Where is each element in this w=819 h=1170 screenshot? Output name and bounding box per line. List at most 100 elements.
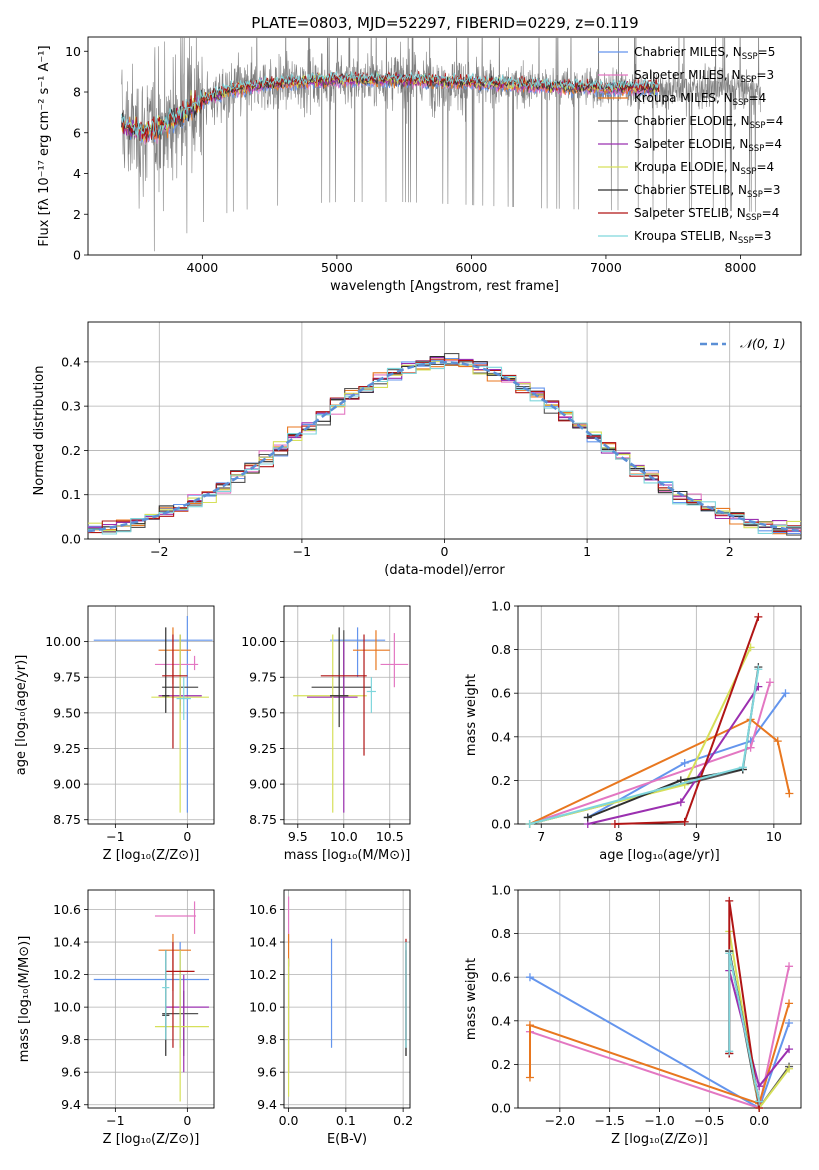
- y-tick-label: 0.4: [491, 1013, 511, 1028]
- y-tick-label: 0.4: [61, 354, 81, 369]
- legend-label-main: Kroupa ELODIE, N: [634, 160, 741, 174]
- weight-marker: [785, 1045, 794, 1054]
- y-tick-label: 9.75: [53, 670, 81, 685]
- cross-kroupa-miles: [352, 630, 390, 671]
- axes-frame: [87, 605, 215, 825]
- panel-weight-vs-age: 7 8 9 10 0.0 0.2 0.4 0.6 0.8 1.0 age [log₁₀(age/yr…: [464, 599, 802, 863]
- weight-line-kroupa-stelib: [728, 953, 761, 1102]
- legend-label: Chabrier STELIB, NSSP=3: [634, 183, 781, 200]
- y-tick-label: 0.8: [491, 926, 511, 941]
- legend-label-sub: SSP: [746, 213, 762, 223]
- x-tick-label: −1: [106, 829, 124, 844]
- y-tick-label: 10.2: [249, 967, 277, 982]
- cross-kroupa-elodie: [154, 950, 209, 1102]
- legend-label: Salpeter STELIB, NSSP=4: [634, 206, 779, 223]
- x-tick-label: −2: [150, 544, 168, 559]
- y-tick-label: 10.6: [53, 902, 81, 917]
- weight-marker: [676, 798, 685, 807]
- y-tick-label: 9.50: [53, 705, 81, 720]
- y-tick-label: 0.0: [491, 1101, 511, 1116]
- legend-label: Salpeter MILES, NSSP=3: [634, 68, 774, 85]
- panel-mass-vs-ebv: 0.0 0.1 0.2 9.4 9.6 9.8 10.0 10.2 10.4 10.6 E(B-V): [249, 889, 413, 1147]
- weight-marker: [781, 689, 790, 698]
- legend-label-value: =4: [766, 114, 784, 128]
- weight-marker: [746, 743, 755, 752]
- x-tick-label: 0.2: [393, 1113, 413, 1128]
- axes-frame: [283, 605, 411, 825]
- x-tick-label: 0.0: [749, 1113, 769, 1128]
- x-axis-label: E(B-V): [327, 1132, 367, 1147]
- cross-chabrier-elodie: [311, 630, 372, 713]
- y-axis-label: Flux [fλ 10⁻¹⁷ erg cm⁻² s⁻¹ A⁻¹]: [37, 45, 52, 246]
- cross-kroupa-elodie: [151, 634, 209, 813]
- y-tick-label: 9.4: [61, 1097, 81, 1112]
- weight-marker: [765, 678, 774, 687]
- cross-salpeter-miles: [154, 901, 196, 934]
- y-tick-label: 10.00: [45, 634, 81, 649]
- x-axis-label: Z [log₁₀(Z/Z⊙)]: [103, 1132, 200, 1147]
- x-tick-label: −1: [293, 544, 311, 559]
- x-tick-label: 7000: [590, 260, 622, 275]
- y-tick-label: 8.75: [53, 812, 81, 827]
- y-tick-label: 0.4: [491, 729, 511, 744]
- y-tick-label: 10.00: [241, 634, 277, 649]
- axes-frame: [517, 889, 802, 1109]
- cross-salpeter-stelib: [165, 942, 195, 1048]
- axes-frame: [87, 321, 802, 540]
- x-tick-label: 5000: [321, 260, 353, 275]
- y-tick-label: 8.75: [249, 812, 277, 827]
- axes-frame: [517, 605, 802, 825]
- y-tick-label: 9.25: [249, 741, 277, 756]
- legend-label-main: Chabrier STELIB, N: [634, 183, 747, 197]
- y-tick-label: 9.00: [249, 777, 277, 792]
- cross-salpeter-miles: [154, 655, 199, 671]
- spectrum-curves: [121, 37, 761, 252]
- weight-line-chabrier-elodie: [529, 666, 760, 825]
- weight-line-kroupa-miles: [529, 1003, 790, 1105]
- cross-kroupa-elodie: [293, 634, 367, 813]
- panel-weight-vs-Z: −2.0 −1.5 −1.0 −0.5 0.0 0.0 0.2 0.4 0.6 0.8 1.0 Z […: [464, 883, 802, 1147]
- x-tick-label: −0.5: [694, 1113, 724, 1128]
- weight-marker: [785, 999, 794, 1008]
- x-axis-label: age [log₁₀(age/yr)]: [599, 848, 720, 863]
- weight-marker: [725, 896, 734, 905]
- y-tick-label: 10.2: [53, 967, 81, 982]
- cross-kroupa-stelib: [366, 677, 376, 713]
- model-line-kroupa-stelib: [121, 70, 660, 140]
- axes-frame: [283, 889, 411, 1109]
- axes-frame: [87, 889, 215, 1109]
- panel-mass-vs-Z: −1 0 9.4 9.6 9.8 10.0 10.2 10.4 10.6 Z [log₁₀(Z/Z…: [17, 889, 215, 1147]
- legend-label-sub: SSP: [747, 190, 763, 200]
- legend-label: Kroupa MILES, NSSP=4: [634, 91, 766, 108]
- cross-kroupa-stelib: [176, 677, 191, 720]
- y-tick-label: 0.8: [491, 642, 511, 657]
- y-tick-label: 0.2: [491, 1057, 511, 1072]
- y-axis-label: Normed distribution: [32, 366, 47, 496]
- legend-label-sub: SSP: [750, 121, 766, 131]
- weight-marker: [525, 820, 534, 828]
- panel-residuals: −2 −1 0 1 2 0.0 0.1 0.2 0.3 0.4 𝒩(0, 1) (data-model…: [32, 321, 802, 578]
- cross-chabrier-miles: [93, 942, 209, 1048]
- x-tick-label: 8000: [725, 260, 757, 275]
- y-tick-label: 10.0: [249, 1000, 277, 1015]
- weight-marker: [785, 1064, 794, 1073]
- weight-line-salpeter-miles: [529, 682, 771, 825]
- weight-marker: [755, 1097, 764, 1106]
- y-axis-label: mass weight: [464, 674, 479, 756]
- x-tick-label: −1.0: [644, 1113, 674, 1128]
- y-tick-label: 0.2: [61, 443, 81, 458]
- panel-spectrum: 4000 5000 6000 7000 8000 0 2 4 6 8 10 wavelength [A…: [37, 36, 802, 294]
- legend-label: Chabrier ELODIE, NSSP=4: [634, 114, 783, 131]
- x-tick-label: 6000: [455, 260, 487, 275]
- weight-marker: [680, 758, 689, 767]
- weight-marker: [785, 962, 794, 971]
- y-tick-label: 0.3: [61, 399, 81, 414]
- legend-label-main: Chabrier ELODIE, N: [634, 114, 750, 128]
- y-tick-label: 2: [73, 207, 81, 222]
- y-axis-label: age [log₁₀(age/yr)]: [14, 655, 29, 776]
- legend-label-value: =4: [762, 206, 780, 220]
- x-tick-label: 0.1: [336, 1113, 356, 1128]
- y-tick-label: 0.1: [61, 487, 81, 502]
